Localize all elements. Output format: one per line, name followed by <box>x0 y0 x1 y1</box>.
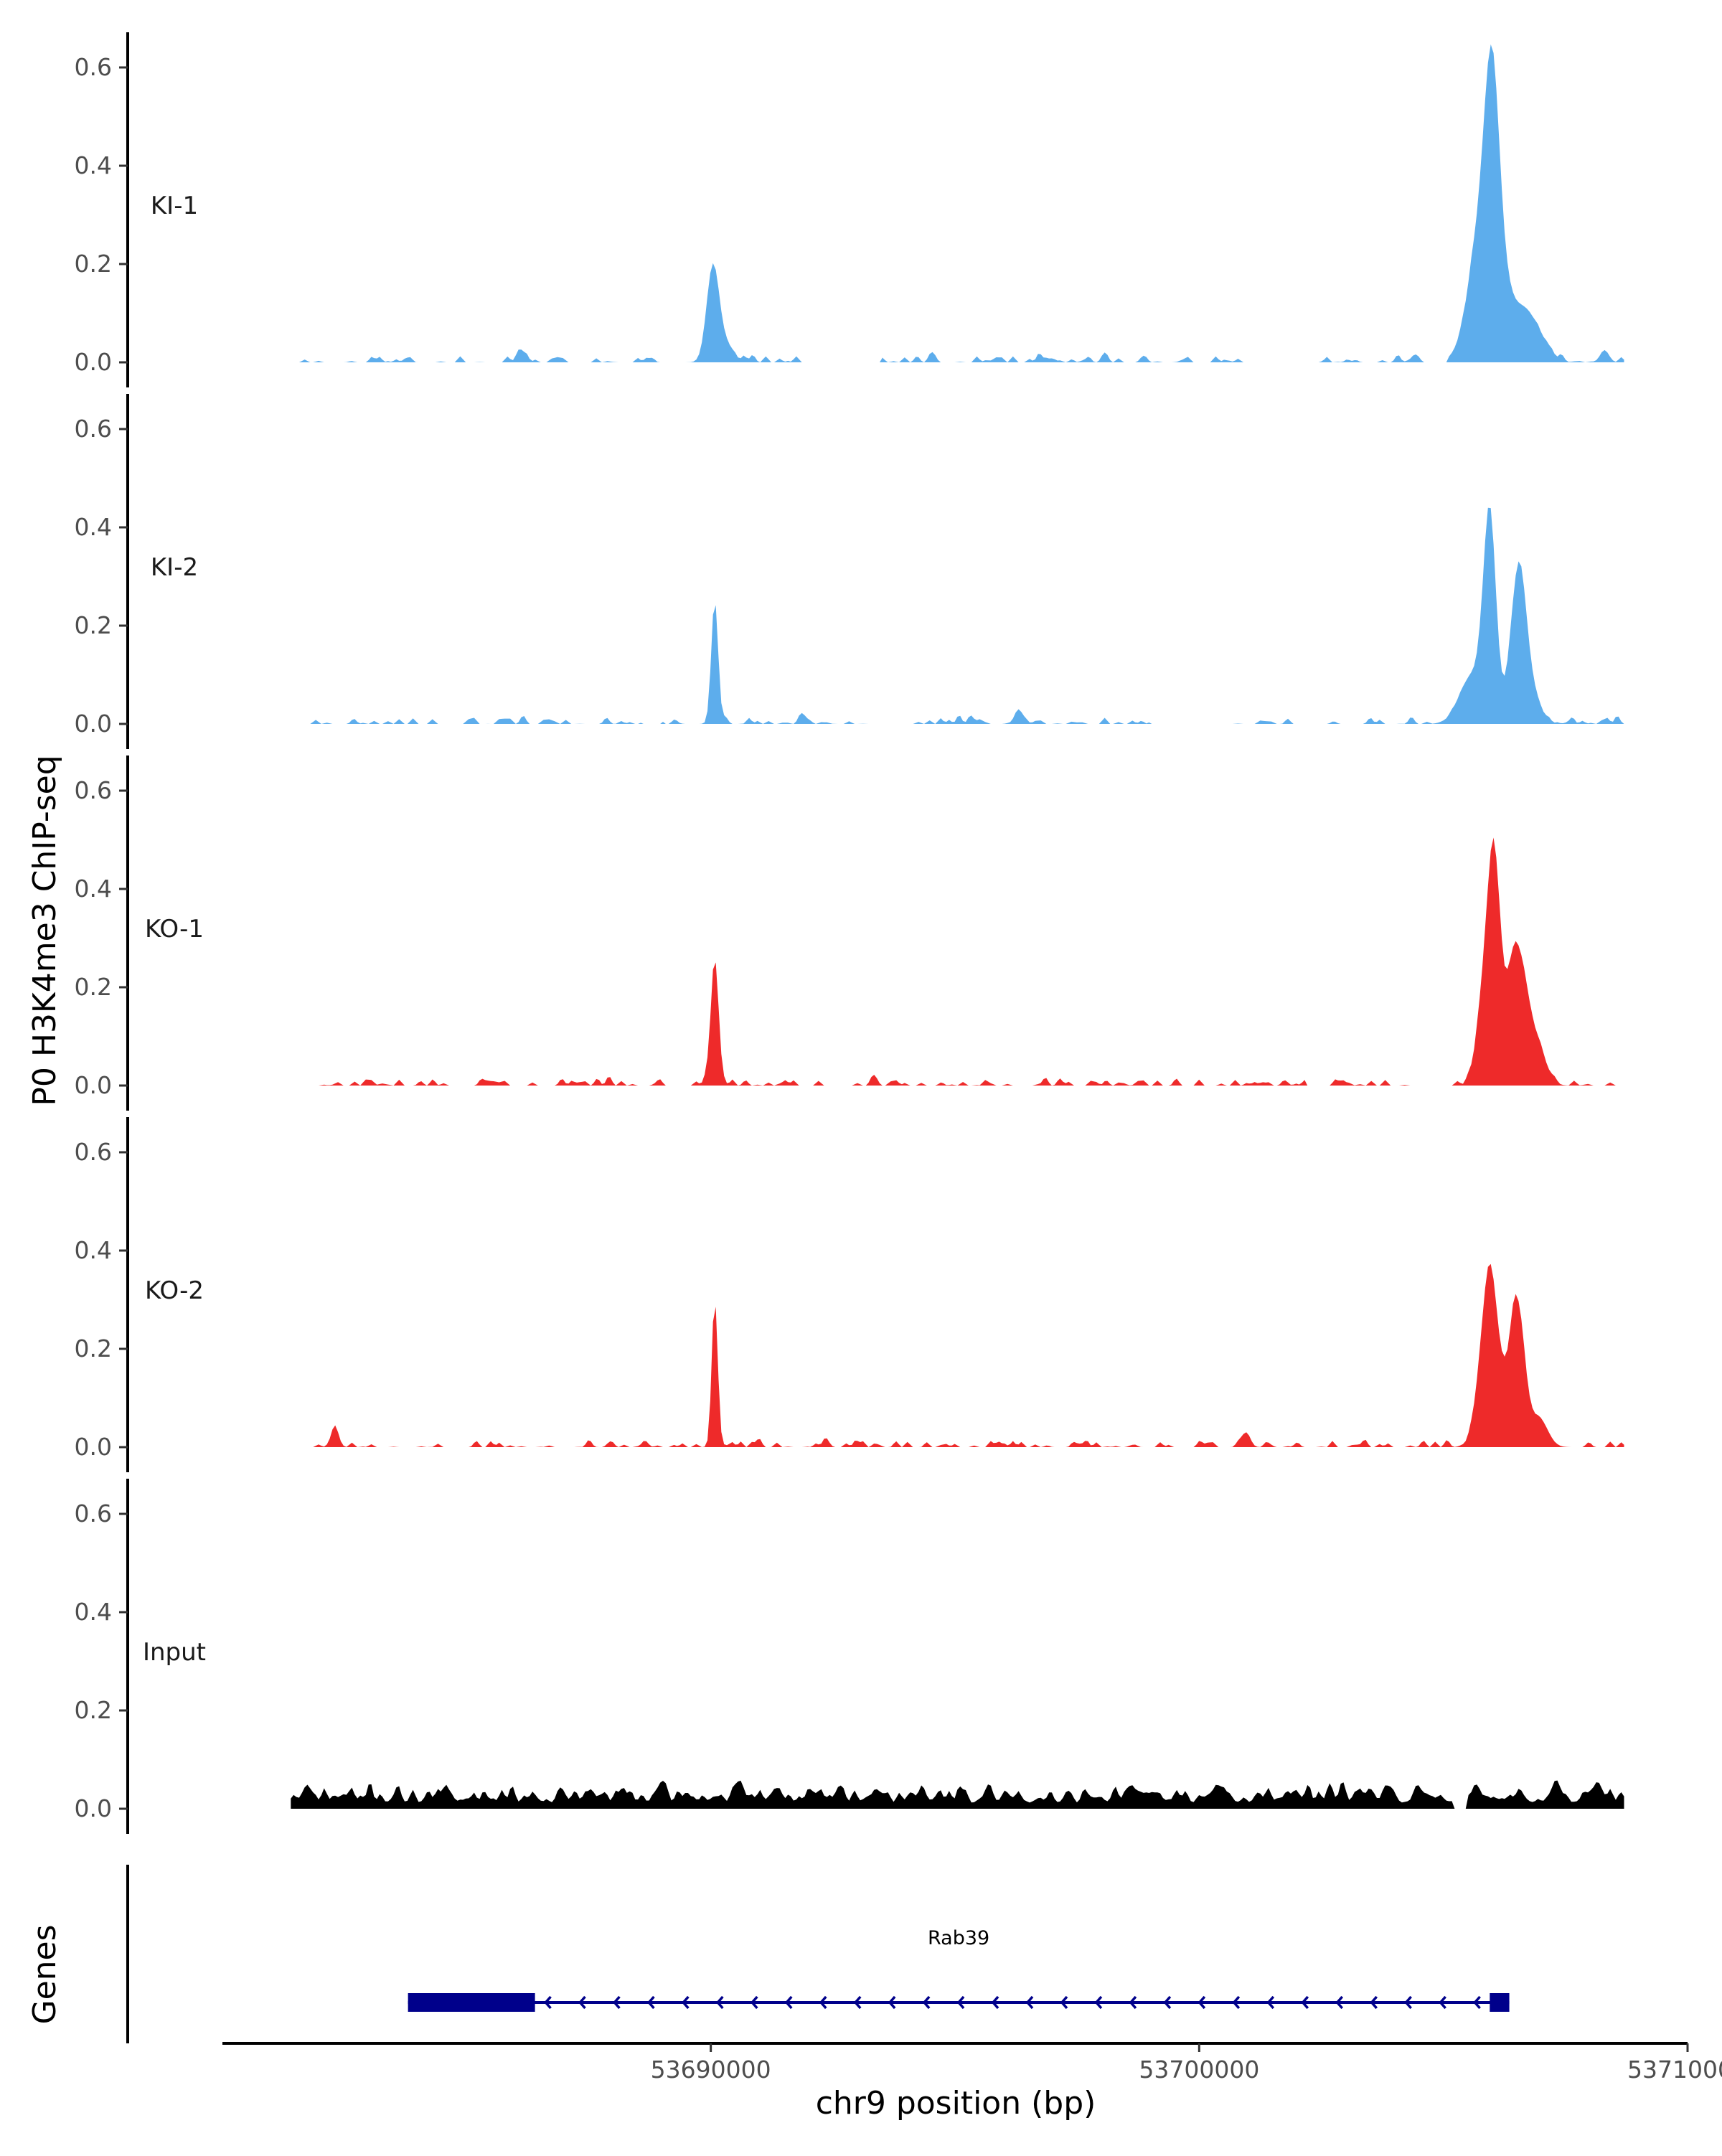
y-tick-label: 0.0 <box>75 348 112 376</box>
y-tick-label: 0.4 <box>75 513 112 541</box>
track-label: KO-2 <box>145 1276 204 1305</box>
strand-arrow <box>1335 1995 1344 2010</box>
x-tick-label: 53700000 <box>1139 2056 1259 2084</box>
track-input: 0.0 0.2 0.4 0.6 Input <box>75 1479 1624 1834</box>
strand-arrow <box>1163 1995 1172 2010</box>
y-tick-label: 0.4 <box>75 151 112 179</box>
signal-area <box>291 1780 1624 1809</box>
signal-area <box>291 44 1624 363</box>
y-axis-title: P0 H3K4me3 ChIP-seq <box>27 755 63 1106</box>
strand-arrow <box>613 1995 621 2010</box>
strand-arrow <box>1301 1995 1309 2010</box>
y-tick-label: 0.6 <box>75 1500 112 1527</box>
strand-arrow <box>1266 1995 1275 2010</box>
strand-arrow <box>1129 1995 1137 2010</box>
strand-arrow <box>1473 1995 1481 2010</box>
signal-area <box>291 1263 1624 1447</box>
strand-arrow <box>1025 1995 1034 2010</box>
track-ki-1: 0.0 0.2 0.4 0.6 KI-1 <box>75 32 1624 387</box>
x-axis-title: chr9 position (bp) <box>816 2085 1096 2122</box>
track-ko-2: 0.0 0.2 0.4 0.6 KO-2 <box>75 1117 1624 1472</box>
strand-arrow <box>956 1995 965 2010</box>
strand-arrow <box>1232 1995 1241 2010</box>
strand-arrow <box>716 1995 724 2010</box>
strand-arrow <box>682 1995 690 2010</box>
strand-arrow <box>647 1995 655 2010</box>
y-tick-label: 0.6 <box>75 776 112 804</box>
track-label: KI-1 <box>151 192 198 220</box>
gene-rab39: Rab39 <box>408 1927 1510 2012</box>
gene-exon <box>408 1993 535 2012</box>
signal-area <box>291 837 1624 1086</box>
y-tick-label: 0.2 <box>75 973 112 1001</box>
y-tick-label: 0.6 <box>75 415 112 443</box>
x-tick-label: 53710000 <box>1627 2056 1722 2084</box>
track-label: KI-2 <box>151 553 198 582</box>
strand-arrow <box>1404 1995 1412 2010</box>
gene-shapes: Rab39 <box>408 1927 1510 2012</box>
y-tick-label: 0.2 <box>75 611 112 639</box>
strand-arrow <box>750 1995 758 2010</box>
strand-arrow <box>853 1995 862 2010</box>
signal-area <box>291 507 1624 724</box>
strand-arrow <box>1198 1995 1206 2010</box>
track-ki-2: 0.0 0.2 0.4 0.6 KI-2 <box>75 394 1624 749</box>
gene-label: Rab39 <box>928 1927 989 1949</box>
strand-arrow <box>888 1995 896 2010</box>
x-tick-label: 53690000 <box>651 2056 771 2084</box>
genes-track-title: Genes <box>27 1924 63 2024</box>
track-label: KO-1 <box>145 915 204 943</box>
gene-exon <box>1490 1993 1510 2012</box>
y-tick-label: 0.2 <box>75 1696 112 1724</box>
x-axis: 53690000 53700000 53710000 chr9 position (… <box>222 2042 1722 2122</box>
strand-arrow <box>1060 1995 1068 2010</box>
y-tick-label: 0.0 <box>75 1433 112 1461</box>
y-tick-label: 0.4 <box>75 1236 112 1264</box>
genes-track: Genes Rab39 <box>27 1865 1510 2043</box>
strand-arrow <box>544 1995 552 2010</box>
strand-arrow <box>819 1995 827 2010</box>
y-tick-label: 0.6 <box>75 1138 112 1166</box>
track-ko-1: 0.0 0.2 0.4 0.6 KO-1 <box>75 755 1624 1111</box>
strand-arrow <box>991 1995 999 2010</box>
strand-arrow <box>1439 1995 1446 2010</box>
y-tick-label: 0.4 <box>75 875 112 903</box>
y-tick-label: 0.2 <box>75 250 112 278</box>
strand-arrow <box>1094 1995 1103 2010</box>
y-tick-label: 0.4 <box>75 1598 112 1626</box>
strand-arrow <box>784 1995 793 2010</box>
y-tick-label: 0.0 <box>75 710 112 738</box>
y-tick-label: 0.2 <box>75 1334 112 1362</box>
strand-arrow <box>922 1995 931 2010</box>
x-ticks: 53690000 53700000 53710000 <box>651 2043 1722 2084</box>
strand-arrow <box>578 1995 586 2010</box>
track-label: Input <box>143 1638 206 1667</box>
y-tick-label: 0.0 <box>75 1071 112 1099</box>
strand-arrow <box>1370 1995 1378 2010</box>
y-tick-label: 0.6 <box>75 53 112 81</box>
y-tick-label: 0.0 <box>75 1794 112 1822</box>
tracks-layer: 0.00.20.40.6KI-10.00.20.40.6KI-20.00.20.… <box>75 32 1624 1834</box>
